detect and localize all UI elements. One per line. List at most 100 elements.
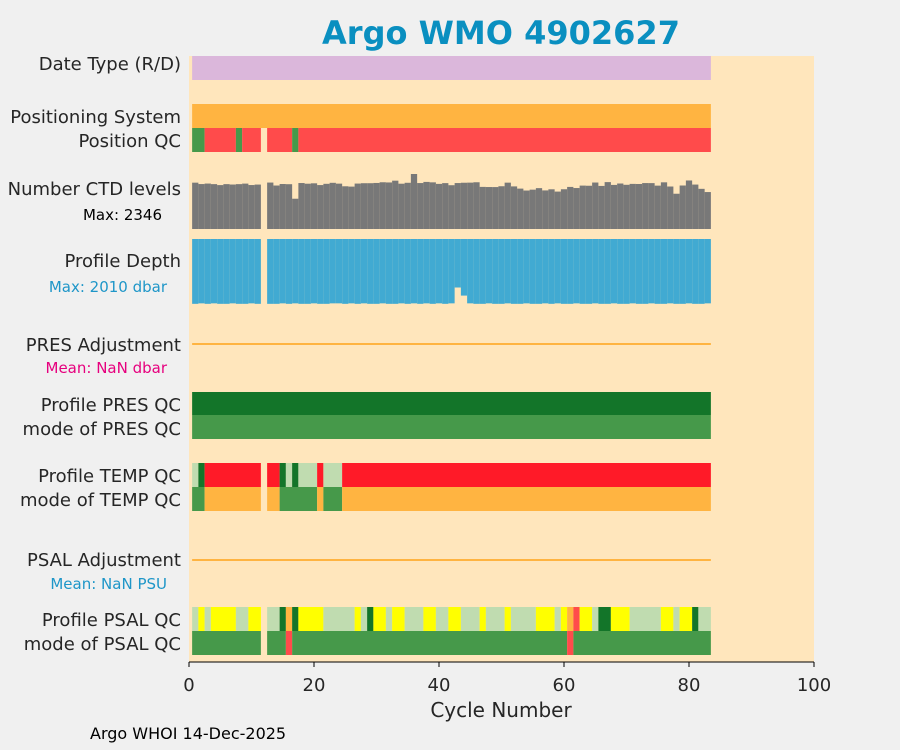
positioning-system-label: Positioning System [10, 107, 181, 128]
psal-adjustment-mean: Mean: NaN PSU [50, 575, 167, 593]
profile-psal-qc-segment [235, 607, 249, 631]
profile-psal-qc-segment [698, 607, 711, 631]
depth-bar [504, 239, 511, 304]
profile-psal-qc-segment [210, 607, 236, 631]
profile-psal-qc-segment [579, 607, 593, 631]
depth-bar [198, 239, 205, 304]
ctd-bar [360, 183, 368, 229]
ctd-bar [679, 185, 686, 229]
depth-bar [692, 239, 699, 304]
depth-bar [542, 239, 549, 304]
ctd-bar [704, 192, 711, 229]
depth-bar [210, 239, 218, 304]
depth-bar [285, 239, 293, 304]
mode-temp-qc-segment [342, 487, 711, 511]
profile-psal-qc-segment [392, 607, 405, 631]
ctd-bar [635, 183, 643, 229]
profile-psal-qc-segment [673, 607, 680, 631]
ctd-bar [698, 188, 705, 229]
depth-bar [417, 239, 424, 304]
mode-temp-qc-segment [267, 487, 280, 511]
ctd-bar [485, 187, 493, 229]
depth-bar [642, 239, 649, 304]
ctd-bar [210, 184, 218, 229]
ctd-bar [273, 185, 280, 229]
depth-bar [348, 239, 355, 304]
ctd-bar [304, 183, 311, 229]
depth-bar [279, 239, 286, 304]
mode-temp-qc-segment [204, 487, 261, 511]
profile-pres-qc-segment [192, 392, 711, 415]
ctd-bar [529, 189, 536, 229]
x-tick-label: 40 [428, 675, 451, 696]
chart-title: Argo WMO 4902627 [322, 14, 680, 52]
depth-bar [229, 239, 236, 304]
position-qc-segment [204, 128, 236, 152]
ctd-bar [629, 183, 636, 229]
profile-psal-qc-segment [298, 607, 324, 631]
position-qc-segment [235, 128, 243, 152]
mode-temp-qc-segment [317, 487, 324, 511]
mode-temp-qc-segment [279, 487, 318, 511]
profile-temp-qc-segment [298, 463, 318, 487]
ctd-bar [554, 191, 561, 229]
depth-bar [460, 239, 468, 296]
depth-bar [304, 239, 311, 304]
depth-bar [454, 239, 461, 288]
ctd-bar [598, 185, 605, 229]
ctd-bar [354, 183, 361, 229]
profile-psal-qc-segment [285, 607, 293, 631]
depth-bar [510, 239, 518, 304]
depth-bar [273, 239, 280, 304]
profile-temp-qc-segment [267, 463, 280, 487]
ctd-bar [673, 193, 680, 229]
profile-psal-qc-segment [573, 607, 580, 631]
profile-psal-qc-segment [692, 607, 699, 631]
mode-psal-qc-segment [267, 631, 286, 655]
depth-bar [679, 239, 686, 304]
ctd-bar [642, 183, 649, 229]
profile-depth-label: Profile Depth [64, 251, 181, 272]
profile-psal-qc-segment [592, 607, 599, 631]
depth-bar [410, 239, 418, 304]
psal-adjustment-label: PSAL Adjustment [27, 550, 181, 571]
depth-bar [392, 239, 399, 304]
ctd-bar [435, 183, 443, 229]
depth-bar [329, 239, 336, 304]
profile-psal-qc-segment [567, 607, 574, 631]
ctd-bar [417, 183, 424, 229]
depth-bar [523, 239, 530, 304]
profile-psal-qc-segment [504, 607, 511, 631]
depth-bar [485, 239, 493, 304]
ctd-bar [510, 186, 518, 229]
profile-temp-qc-segment [342, 463, 711, 487]
position-qc-segment [292, 128, 299, 152]
ctd-bar [348, 186, 355, 229]
depth-bar [648, 239, 655, 304]
profile-psal-qc-segment [610, 607, 630, 631]
depth-bar [429, 239, 436, 304]
ctd-bar [335, 183, 343, 229]
ctd-bar [467, 182, 474, 229]
depth-bar [448, 239, 455, 304]
depth-bar [617, 239, 624, 304]
x-axis: 0 20 40 60 80 100 [183, 661, 831, 696]
pres-adjustment-label: PRES Adjustment [26, 335, 181, 356]
position-qc-segment [267, 128, 293, 152]
ctd-bar [385, 182, 393, 229]
depth-bar [204, 239, 211, 304]
profile-temp-qc-segment [285, 463, 293, 487]
mode-pres-qc-segment [192, 415, 711, 439]
footer-text: Argo WHOI 14-Dec-2025 [90, 724, 287, 743]
ctd-bar [229, 184, 236, 229]
x-tick-label: 60 [553, 675, 576, 696]
ctd-bar [242, 183, 249, 229]
profile-temp-qc-segment [323, 463, 343, 487]
profile-psal-qc-segment [192, 607, 199, 631]
profile-psal-qc-segment [323, 607, 355, 631]
depth-bar [442, 239, 449, 304]
ctd-bar [535, 188, 543, 229]
depth-bar [354, 239, 361, 304]
profile-psal-qc-segment [460, 607, 480, 631]
depth-bar [554, 239, 561, 304]
